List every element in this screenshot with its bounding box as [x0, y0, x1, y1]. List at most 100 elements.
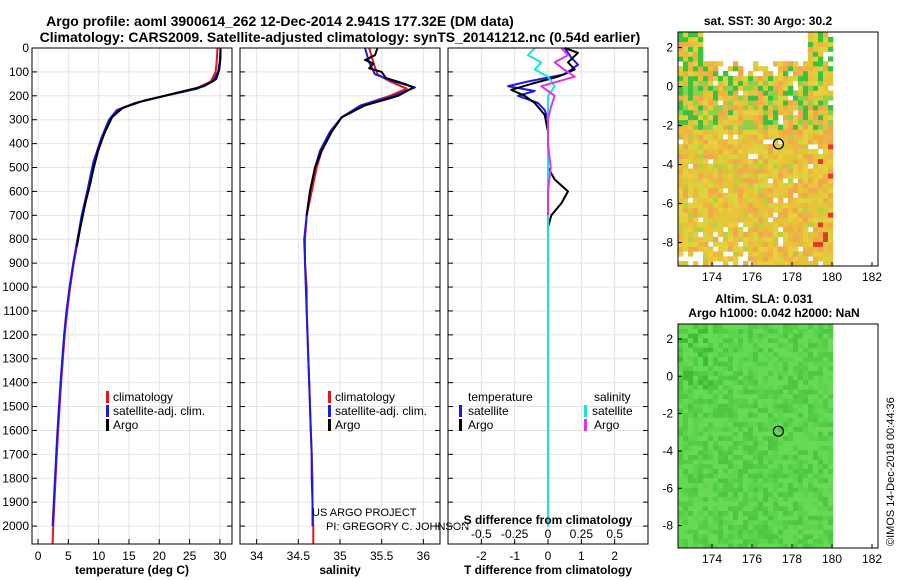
- sst-map-cell: [748, 139, 754, 145]
- sst-map-cell: [693, 241, 699, 247]
- sst-map-cell: [818, 241, 824, 247]
- sst-map-cell: [713, 188, 719, 194]
- sst-map-cell: [678, 246, 684, 252]
- sst-map-cell: [703, 134, 709, 140]
- sst-map-cell: [783, 75, 789, 82]
- ssh-map-cell: [723, 506, 729, 511]
- ssh-map-cell: [743, 422, 749, 427]
- ssh-map-cell: [798, 515, 804, 521]
- ssh-map-cell: [703, 426, 709, 432]
- ssh-map-cell: [763, 515, 769, 521]
- sst-map-cell: [818, 85, 824, 91]
- ssh-map-cell: [803, 338, 809, 343]
- ssh-map-cell: [698, 492, 704, 497]
- sst-map-cell: [738, 85, 744, 91]
- ssh-map-cell: [733, 524, 739, 530]
- ssh-map-cell: [693, 361, 699, 367]
- ssh-map-cell: [693, 384, 699, 390]
- sst-map-cell: [743, 134, 749, 140]
- sst-map-cell: [818, 183, 824, 189]
- sst-map-cell: [753, 261, 759, 266]
- ssh-map-cell: [718, 520, 724, 525]
- ssh-map-cell: [788, 366, 794, 371]
- sst-map-cell: [728, 222, 734, 228]
- ssh-map-cell: [693, 510, 699, 516]
- ssh-map-cell: [728, 445, 734, 451]
- sst-map-cell: [738, 100, 744, 106]
- sst-map-cell: [783, 139, 789, 145]
- sst-map-cell: [723, 256, 729, 262]
- sst-map-cell: [708, 105, 714, 111]
- ssh-map-cell: [743, 361, 749, 367]
- sst-map-cell: [703, 144, 709, 150]
- sst-map-cell: [683, 227, 689, 233]
- ssh-map-cell: [738, 464, 744, 469]
- sst-map-cell: [698, 149, 704, 155]
- sst-map-cell: [678, 178, 684, 184]
- ssh-map-cell: [793, 403, 799, 409]
- ssh-map-cell: [683, 501, 689, 507]
- ssh-map-cell: [698, 482, 704, 488]
- sst-map-cell: [803, 241, 809, 247]
- ssh-map-cell: [778, 333, 784, 339]
- ssh-map-cell: [723, 398, 729, 404]
- ssh-map-cell: [688, 347, 694, 353]
- ssh-map-cell: [788, 333, 794, 339]
- sst-map-cell: [723, 105, 729, 111]
- ssh-map-cell: [703, 520, 709, 525]
- ssh-map-cell: [808, 515, 814, 521]
- ssh-map-cell: [788, 412, 794, 418]
- ssh-map-cell: [698, 398, 704, 404]
- ssh-map-cell: [798, 417, 804, 423]
- sst-map-cell: [723, 222, 729, 228]
- sst-map-cell: [813, 32, 819, 38]
- sst-map-cell: [748, 231, 754, 238]
- sst-map-cell: [788, 61, 794, 67]
- ssh-map-cell: [778, 468, 784, 474]
- ssh-map-cell: [738, 403, 744, 409]
- ssh-map-cell: [818, 347, 824, 353]
- ssh-map-cell: [813, 328, 819, 334]
- ssh-map-cell: [723, 534, 729, 539]
- sst-map-cell: [698, 32, 704, 38]
- ssh-map-cell: [773, 454, 779, 460]
- sst-map-cell: [773, 246, 779, 252]
- ssh-map-cell: [818, 356, 824, 362]
- sst-map-cell: [813, 227, 819, 233]
- ssh-map-cell: [738, 506, 744, 511]
- ssh-map-cell: [758, 506, 764, 511]
- ssh-map-cell: [813, 459, 819, 465]
- ssh-map-cell: [698, 347, 704, 353]
- sst-map-cell: [808, 212, 814, 218]
- ssh-map-cell: [813, 473, 819, 479]
- sst-map-cell: [703, 227, 709, 233]
- sst-map-cell: [828, 124, 834, 130]
- sst-map-cell: [818, 251, 824, 257]
- sst-map-cell: [808, 46, 814, 52]
- sst-map-cell: [828, 149, 834, 155]
- ssh-map-cell: [713, 506, 719, 511]
- sst-map-cell: [813, 71, 819, 77]
- ssh-map-cell: [678, 431, 684, 437]
- sst-map-cell: [678, 212, 684, 218]
- ssh-map-cell: [758, 492, 764, 497]
- sst-map-cell: [783, 202, 789, 208]
- ssh-map-cell: [813, 347, 819, 353]
- sst-map-cell: [788, 227, 794, 233]
- ssh-map-cell: [733, 534, 739, 539]
- sst-map-cell: [778, 105, 784, 111]
- sst-map-cell: [778, 207, 784, 213]
- ssh-map-cell: [798, 389, 804, 395]
- sst-map-cell: [768, 236, 774, 242]
- sst-map-cell: [773, 105, 779, 111]
- sst-map-cell: [813, 75, 819, 82]
- ssh-map-cell: [743, 324, 749, 329]
- ssh-map-cell: [688, 422, 694, 427]
- ssh-map-cell: [728, 510, 734, 516]
- ssh-map-cell: [748, 538, 754, 544]
- ssh-map-cell: [748, 492, 754, 497]
- ssh-map-cell: [763, 482, 769, 488]
- ssh-map-cell: [788, 426, 794, 432]
- sst-map-cell: [773, 163, 779, 169]
- ssh-map-cell: [803, 431, 809, 437]
